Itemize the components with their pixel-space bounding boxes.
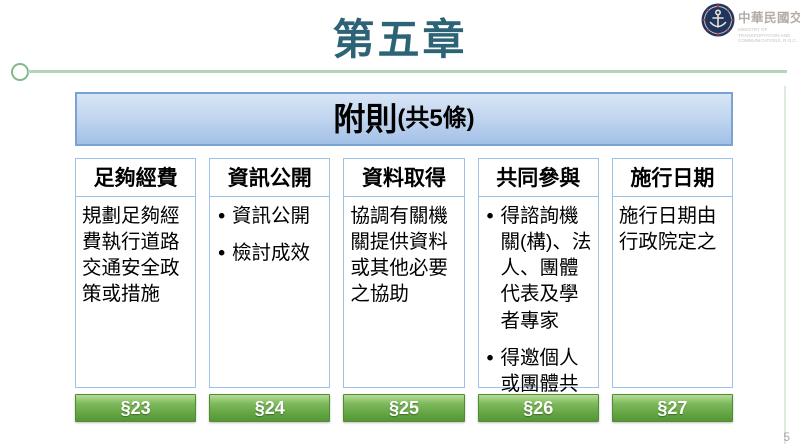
column-card: 施行日期 施行日期由行政院定之 (611, 158, 734, 388)
column-body: 施行日期由行政院定之 (618, 205, 717, 254)
bullet-item: • 得諮詢機關(構)、法人、團體代表及學者專家 (487, 203, 593, 334)
column-body: 協調有關機關提供資料或其他必要之協助 (350, 205, 448, 306)
column-header: 共同參與 (478, 159, 598, 197)
section-badge: §23 (75, 394, 197, 422)
column-body: • 得諮詢機關(構)、法人、團體代表及學者專家 • 得邀個人或團體共同參與 (479, 197, 598, 423)
horizontal-rule (28, 70, 787, 73)
bullet-icon: • (218, 205, 226, 227)
ministry-name: 中華民國交通部 (738, 11, 800, 25)
rule-circle-ornament (11, 63, 29, 81)
page-title: 第五章 (332, 16, 468, 63)
vertical-accent-line (784, 86, 786, 444)
column-header: 資料取得 (344, 159, 464, 197)
banner-title: 附則 (333, 101, 398, 137)
section-banner: 附則 (共5條) (75, 92, 733, 146)
bullet-item: • 資訊公開 (218, 203, 324, 229)
ministry-emblem-icon (701, 3, 735, 42)
bullet-icon: • (218, 242, 226, 265)
column-card: 共同參與 • 得諮詢機關(構)、法人、團體代表及學者專家 • 得邀個人或團體共同… (477, 158, 599, 421)
column-data-acquisition: 資料取得 協調有關機關提供資料或其他必要之協助 §25 (343, 158, 465, 422)
column-effective-date: 施行日期 施行日期由行政院定之 §27 (611, 158, 734, 422)
section-badge: §25 (343, 394, 465, 422)
ministry-logo: 中華民國交通部 MINISTRY OF TRANSPORTATION AND C… (701, 3, 800, 44)
column-sufficient-funds: 足夠經費 規劃足夠經費執行道路交通安全政策或措施 §23 (75, 158, 197, 422)
column-card: 資訊公開 • 資訊公開 • 檢討成效 (209, 158, 331, 388)
bullet-item: • 檢討成效 (218, 240, 324, 266)
banner-subtitle: (共5條) (397, 105, 475, 132)
column-header: 施行日期 (612, 159, 733, 197)
column-card: 足夠經費 規劃足夠經費執行道路交通安全政策或措施 (75, 158, 197, 388)
column-body: 規劃足夠經費執行道路交通安全政策或措施 (82, 205, 180, 306)
page-number: 5 (783, 430, 790, 444)
column-header: 資訊公開 (210, 159, 330, 197)
section-badge: §26 (477, 394, 599, 422)
column-header: 足夠經費 (76, 159, 196, 197)
column-body: • 資訊公開 • 檢討成效 (210, 197, 329, 266)
column-information-disclosure: 資訊公開 • 資訊公開 • 檢討成效 §24 (209, 158, 331, 422)
section-badge: §24 (209, 394, 331, 422)
column-card: 資料取得 協調有關機關提供資料或其他必要之協助 (343, 158, 465, 388)
section-badge: §27 (611, 394, 734, 422)
bullet-icon: • (486, 205, 494, 227)
ministry-name-english: MINISTRY OF TRANSPORTATION AND COMMUNICA… (738, 27, 798, 44)
column-joint-participation: 共同參與 • 得諮詢機關(構)、法人、團體代表及學者專家 • 得邀個人或團體共同… (477, 158, 599, 422)
bullet-icon: • (486, 346, 494, 369)
columns-container: 足夠經費 規劃足夠經費執行道路交通安全政策或措施 §23 資訊公開 • 資訊公開… (75, 158, 734, 422)
